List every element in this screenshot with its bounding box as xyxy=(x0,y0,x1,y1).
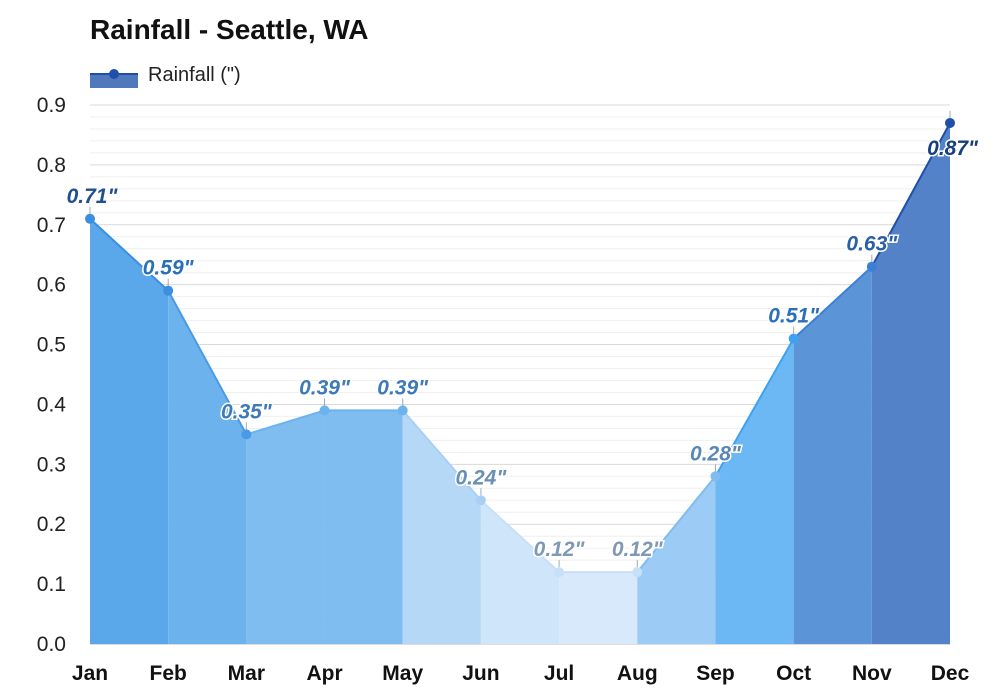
data-label: 0.59" xyxy=(143,257,195,280)
data-point xyxy=(866,261,877,272)
series-line xyxy=(89,122,951,574)
area-segment xyxy=(480,500,560,644)
series-line-segment xyxy=(480,499,560,573)
series-line-segment xyxy=(714,338,795,477)
x-tick-label: Sep xyxy=(696,662,735,685)
y-axis: 0.0 0.1 0.2 0.3 0.4 0.5 0.6 0.7 0.8 0.9 xyxy=(37,94,67,656)
x-tick-label: Oct xyxy=(776,662,811,685)
area-segment xyxy=(168,290,247,644)
data-point xyxy=(241,429,252,440)
series-line-segment xyxy=(167,290,248,435)
area-segment xyxy=(559,572,638,644)
data-label: 0.28" xyxy=(690,442,742,465)
area-segment xyxy=(715,338,794,644)
data-point xyxy=(945,117,955,128)
area-segment xyxy=(871,122,950,644)
x-tick-label: May xyxy=(382,662,423,685)
data-label: 0.12" xyxy=(612,538,664,561)
data-label: 0.39" xyxy=(299,376,351,399)
data-label: 0.71" xyxy=(67,185,119,208)
data-point xyxy=(632,567,643,578)
x-tick-label: Nov xyxy=(852,662,892,685)
y-tick-label: 0.7 xyxy=(37,214,66,237)
series-line-segment xyxy=(636,475,717,573)
series-line-segment xyxy=(870,122,951,268)
data-point xyxy=(710,471,721,482)
data-label: 0.87" xyxy=(927,137,979,160)
series-line-segment xyxy=(401,409,482,501)
area-segment xyxy=(402,410,481,644)
x-tick-label: Jan xyxy=(72,662,108,685)
x-tick-label: Feb xyxy=(150,662,187,685)
chart-title: Rainfall - Seattle, WA xyxy=(90,14,369,45)
series-line-segment xyxy=(792,265,873,340)
data-point xyxy=(554,567,565,578)
legend-swatch-icon xyxy=(90,69,138,88)
y-tick-label: 0.3 xyxy=(37,453,66,476)
x-tick-label: Apr xyxy=(306,662,342,685)
data-point xyxy=(397,405,408,416)
y-tick-label: 0.0 xyxy=(37,633,66,656)
data-point xyxy=(163,285,174,296)
area-segment xyxy=(90,218,169,645)
legend[interactable]: Rainfall (") xyxy=(90,60,241,90)
data-point xyxy=(85,213,95,224)
x-axis: Jan Feb Mar Apr May Jun Jul Aug Sep Oct Nov Dec xyxy=(72,662,970,685)
area-segment xyxy=(246,410,325,644)
y-tick-label: 0.6 xyxy=(37,274,66,297)
y-tick-label: 0.5 xyxy=(37,334,66,357)
x-tick-label: Mar xyxy=(228,662,265,685)
data-label: 0.24" xyxy=(455,466,507,489)
area-segments xyxy=(90,122,950,645)
area-segment xyxy=(793,266,872,644)
y-tick-label: 0.1 xyxy=(37,573,66,596)
data-label: 0.35" xyxy=(221,400,273,423)
data-label: 0.63" xyxy=(846,233,898,256)
x-tick-label: Jul xyxy=(544,662,574,685)
data-points xyxy=(85,110,955,578)
series-line-segment xyxy=(246,409,325,436)
x-tick-label: Jun xyxy=(462,662,499,685)
x-tick-label: Aug xyxy=(617,662,658,685)
area-segment xyxy=(637,476,716,644)
y-tick-label: 0.4 xyxy=(37,393,67,416)
x-tick-label: Dec xyxy=(931,662,970,685)
data-point xyxy=(319,405,330,416)
data-label: 0.39" xyxy=(377,376,429,399)
data-label: 0.12" xyxy=(534,538,586,561)
legend-label: Rainfall (") xyxy=(148,63,241,86)
y-tick-label: 0.9 xyxy=(37,94,66,117)
data-point xyxy=(475,495,486,506)
y-tick-label: 0.8 xyxy=(37,154,66,177)
data-label: 0.51" xyxy=(768,305,820,328)
series-line-segment xyxy=(89,218,169,292)
area-segment xyxy=(324,410,403,644)
data-point xyxy=(788,333,799,344)
data-labels: 0.71" 0.59" 0.35" 0.39" 0.39" 0.24" 0.12" 0.12"… xyxy=(65,135,980,562)
y-tick-label: 0.2 xyxy=(37,513,66,536)
